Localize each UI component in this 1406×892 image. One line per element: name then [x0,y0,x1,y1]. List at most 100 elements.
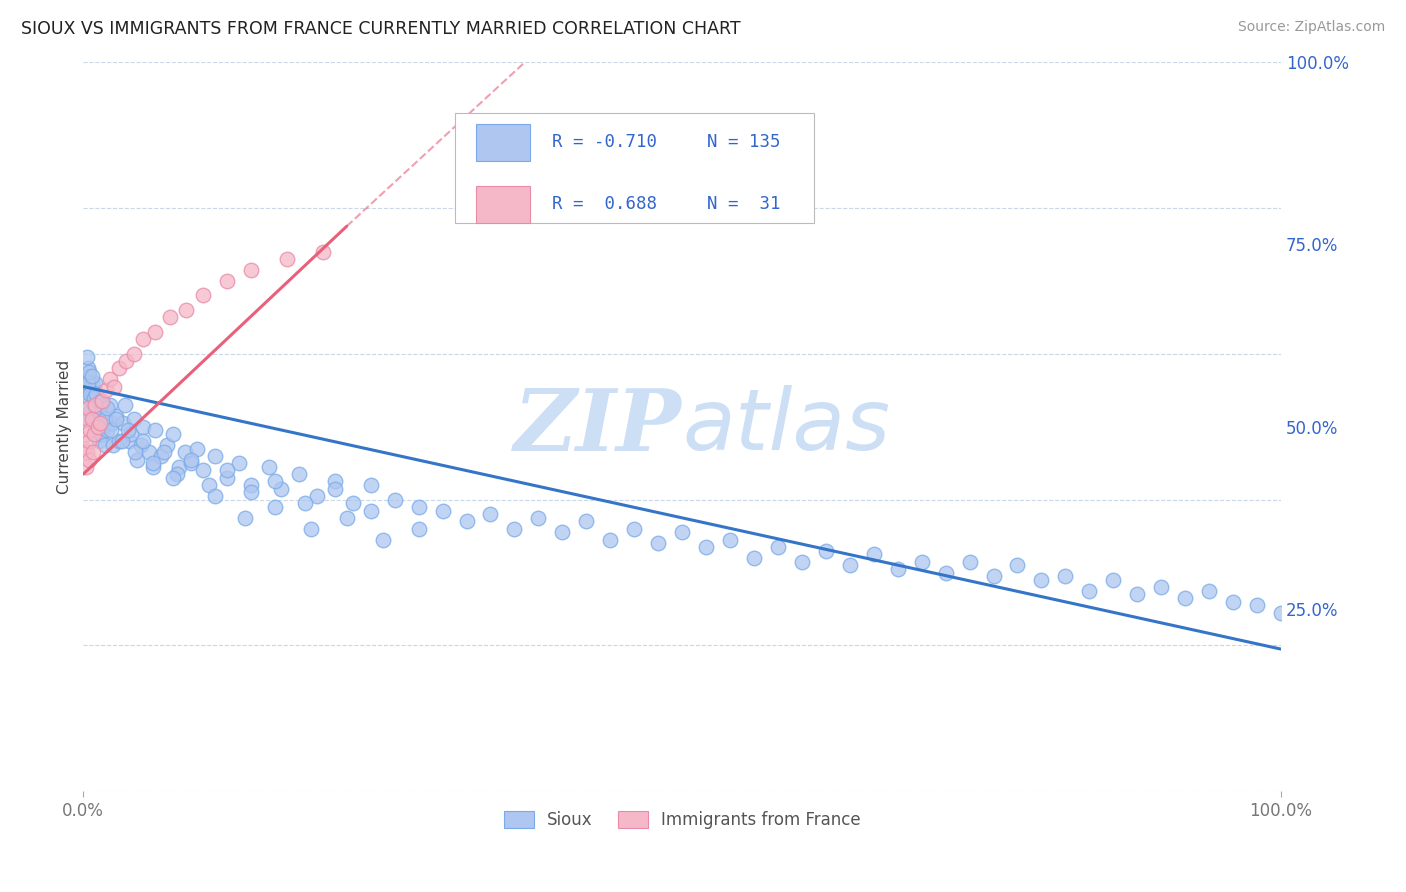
Point [695,540,717,554]
Text: R =  0.688: R = 0.688 [551,195,657,213]
Point [838,558,860,573]
Point [174,303,197,318]
Point [87,405,110,419]
Point [108,361,131,376]
Point [305,489,328,503]
Point [77,401,100,416]
Point [142,456,165,470]
Y-axis label: Currently Married: Currently Married [58,359,72,494]
Point [124,445,146,459]
Text: ZIP: ZIP [515,385,682,468]
Point [83,427,105,442]
Point [132,434,155,449]
Point [80,412,103,426]
Point [110,434,132,449]
Point [86,387,108,401]
Point [360,478,382,492]
Point [718,533,741,547]
Point [103,438,125,452]
Point [79,384,101,398]
FancyBboxPatch shape [477,186,530,222]
Point [75,427,97,442]
Point [83,398,105,412]
FancyBboxPatch shape [454,113,814,222]
Point [104,409,127,423]
Point [76,412,98,426]
Point [264,500,287,514]
Point [180,452,202,467]
Point [79,387,101,401]
Point [215,274,238,288]
Point [456,515,478,529]
Point [115,354,138,368]
Point [89,416,111,430]
Point [96,423,118,437]
Text: Source: ZipAtlas.com: Source: ZipAtlas.com [1237,20,1385,34]
Point [77,365,100,379]
Point [1054,569,1077,583]
Point [77,376,100,390]
Point [323,482,346,496]
Point [647,536,669,550]
Point [117,423,139,437]
Point [73,442,96,456]
Point [575,515,598,529]
Point [79,405,101,419]
Point [408,500,430,514]
Point [127,452,149,467]
Point [84,398,107,412]
Point [198,478,221,492]
Point [100,423,122,437]
Point [76,376,98,390]
Text: N =  31: N = 31 [707,195,780,213]
Point [122,347,145,361]
Point [911,555,934,569]
Point [77,412,100,426]
Point [77,434,100,449]
Point [959,555,981,569]
Point [143,325,166,339]
Point [360,503,382,517]
Point [1007,558,1029,573]
Point [239,485,262,500]
Point [623,522,645,536]
Point [862,547,884,561]
Point [1198,583,1220,598]
Point [75,459,97,474]
Point [159,310,181,325]
Point [935,566,957,580]
Point [1222,595,1244,609]
Point [766,540,789,554]
Text: R = -0.710: R = -0.710 [551,133,657,152]
Point [80,368,103,383]
Point [91,394,114,409]
Point [86,409,108,423]
Point [86,387,108,401]
Point [270,482,292,496]
Point [156,438,179,452]
Point [76,445,98,459]
Point [77,391,100,405]
Point [228,456,250,470]
Point [142,459,165,474]
Point [150,449,173,463]
Point [79,423,101,437]
Point [167,459,190,474]
Point [94,412,117,426]
Point [1031,573,1053,587]
Point [82,445,104,459]
Point [118,434,141,449]
Point [408,522,430,536]
Point [120,427,142,442]
Point [1246,599,1268,613]
Point [87,394,110,409]
Point [91,398,114,412]
Point [122,412,145,426]
Point [77,452,100,467]
Point [132,419,155,434]
Point [76,351,98,365]
Point [82,387,104,401]
Text: SIOUX VS IMMIGRANTS FROM FRANCE CURRENTLY MARRIED CORRELATION CHART: SIOUX VS IMMIGRANTS FROM FRANCE CURRENTL… [21,20,741,37]
Point [90,427,112,442]
Point [98,398,121,412]
